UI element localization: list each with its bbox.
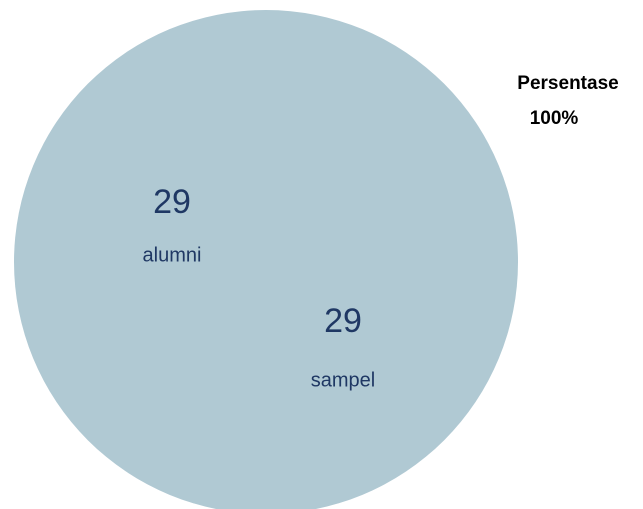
annotation-title: Persentase (517, 73, 618, 94)
item-value: 29 (324, 302, 362, 340)
annotation-value: 100% (530, 108, 579, 129)
circle (14, 10, 518, 509)
item-label: alumni (143, 244, 202, 266)
item-value: 29 (153, 183, 191, 221)
item-label: sampel (311, 369, 375, 391)
